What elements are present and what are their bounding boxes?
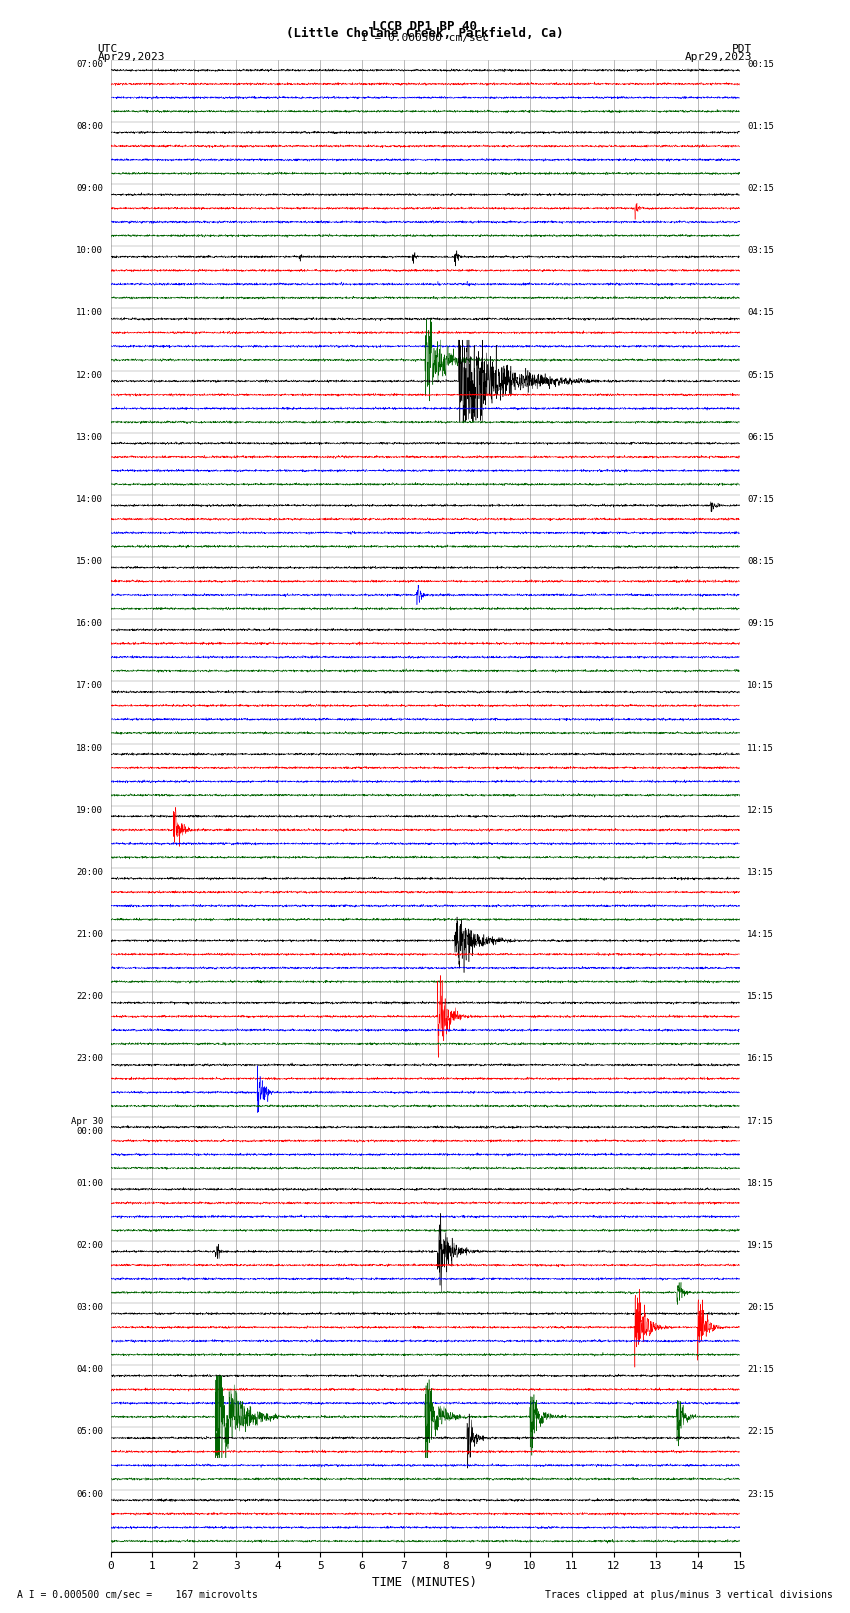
Text: 07:15: 07:15	[747, 495, 774, 503]
Text: 04:15: 04:15	[747, 308, 774, 318]
X-axis label: TIME (MINUTES): TIME (MINUTES)	[372, 1576, 478, 1589]
Text: 00:15: 00:15	[747, 60, 774, 69]
Text: 02:00: 02:00	[76, 1240, 103, 1250]
Text: Apr29,2023: Apr29,2023	[685, 52, 752, 61]
Text: 06:15: 06:15	[747, 432, 774, 442]
Text: 20:00: 20:00	[76, 868, 103, 877]
Text: UTC: UTC	[98, 44, 118, 53]
Text: (Little Cholane Creek, Parkfield, Ca): (Little Cholane Creek, Parkfield, Ca)	[286, 26, 564, 40]
Text: 22:15: 22:15	[747, 1428, 774, 1436]
Text: 15:00: 15:00	[76, 556, 103, 566]
Text: 21:00: 21:00	[76, 931, 103, 939]
Text: 12:15: 12:15	[747, 806, 774, 815]
Text: 13:15: 13:15	[747, 868, 774, 877]
Text: 07:00: 07:00	[76, 60, 103, 69]
Text: 01:00: 01:00	[76, 1179, 103, 1187]
Text: 09:15: 09:15	[747, 619, 774, 627]
Text: 19:00: 19:00	[76, 806, 103, 815]
Text: 09:00: 09:00	[76, 184, 103, 194]
Text: 03:00: 03:00	[76, 1303, 103, 1311]
Text: 08:15: 08:15	[747, 556, 774, 566]
Text: I = 0.000500 cm/sec: I = 0.000500 cm/sec	[361, 32, 489, 44]
Text: 11:15: 11:15	[747, 744, 774, 753]
Text: 10:00: 10:00	[76, 247, 103, 255]
Text: 19:15: 19:15	[747, 1240, 774, 1250]
Text: 02:15: 02:15	[747, 184, 774, 194]
Text: 10:15: 10:15	[747, 681, 774, 690]
Text: LCCB DP1 BP 40: LCCB DP1 BP 40	[372, 19, 478, 34]
Text: 22:00: 22:00	[76, 992, 103, 1002]
Text: 06:00: 06:00	[76, 1489, 103, 1498]
Text: 05:00: 05:00	[76, 1428, 103, 1436]
Text: 11:00: 11:00	[76, 308, 103, 318]
Text: 18:15: 18:15	[747, 1179, 774, 1187]
Text: 23:15: 23:15	[747, 1489, 774, 1498]
Text: Apr 30
00:00: Apr 30 00:00	[71, 1116, 103, 1136]
Text: 03:15: 03:15	[747, 247, 774, 255]
Text: 12:00: 12:00	[76, 371, 103, 379]
Text: 16:00: 16:00	[76, 619, 103, 627]
Text: 05:15: 05:15	[747, 371, 774, 379]
Text: 23:00: 23:00	[76, 1055, 103, 1063]
Text: 21:15: 21:15	[747, 1365, 774, 1374]
Text: 15:15: 15:15	[747, 992, 774, 1002]
Text: 14:00: 14:00	[76, 495, 103, 503]
Text: 17:15: 17:15	[747, 1116, 774, 1126]
Text: PDT: PDT	[732, 44, 752, 53]
Text: 08:00: 08:00	[76, 123, 103, 131]
Text: 20:15: 20:15	[747, 1303, 774, 1311]
Text: 18:00: 18:00	[76, 744, 103, 753]
Text: 14:15: 14:15	[747, 931, 774, 939]
Text: 17:00: 17:00	[76, 681, 103, 690]
Text: 16:15: 16:15	[747, 1055, 774, 1063]
Text: A I = 0.000500 cm/sec =    167 microvolts: A I = 0.000500 cm/sec = 167 microvolts	[17, 1590, 258, 1600]
Text: 13:00: 13:00	[76, 432, 103, 442]
Text: 04:00: 04:00	[76, 1365, 103, 1374]
Text: Traces clipped at plus/minus 3 vertical divisions: Traces clipped at plus/minus 3 vertical …	[545, 1590, 833, 1600]
Text: 01:15: 01:15	[747, 123, 774, 131]
Text: Apr29,2023: Apr29,2023	[98, 52, 165, 61]
